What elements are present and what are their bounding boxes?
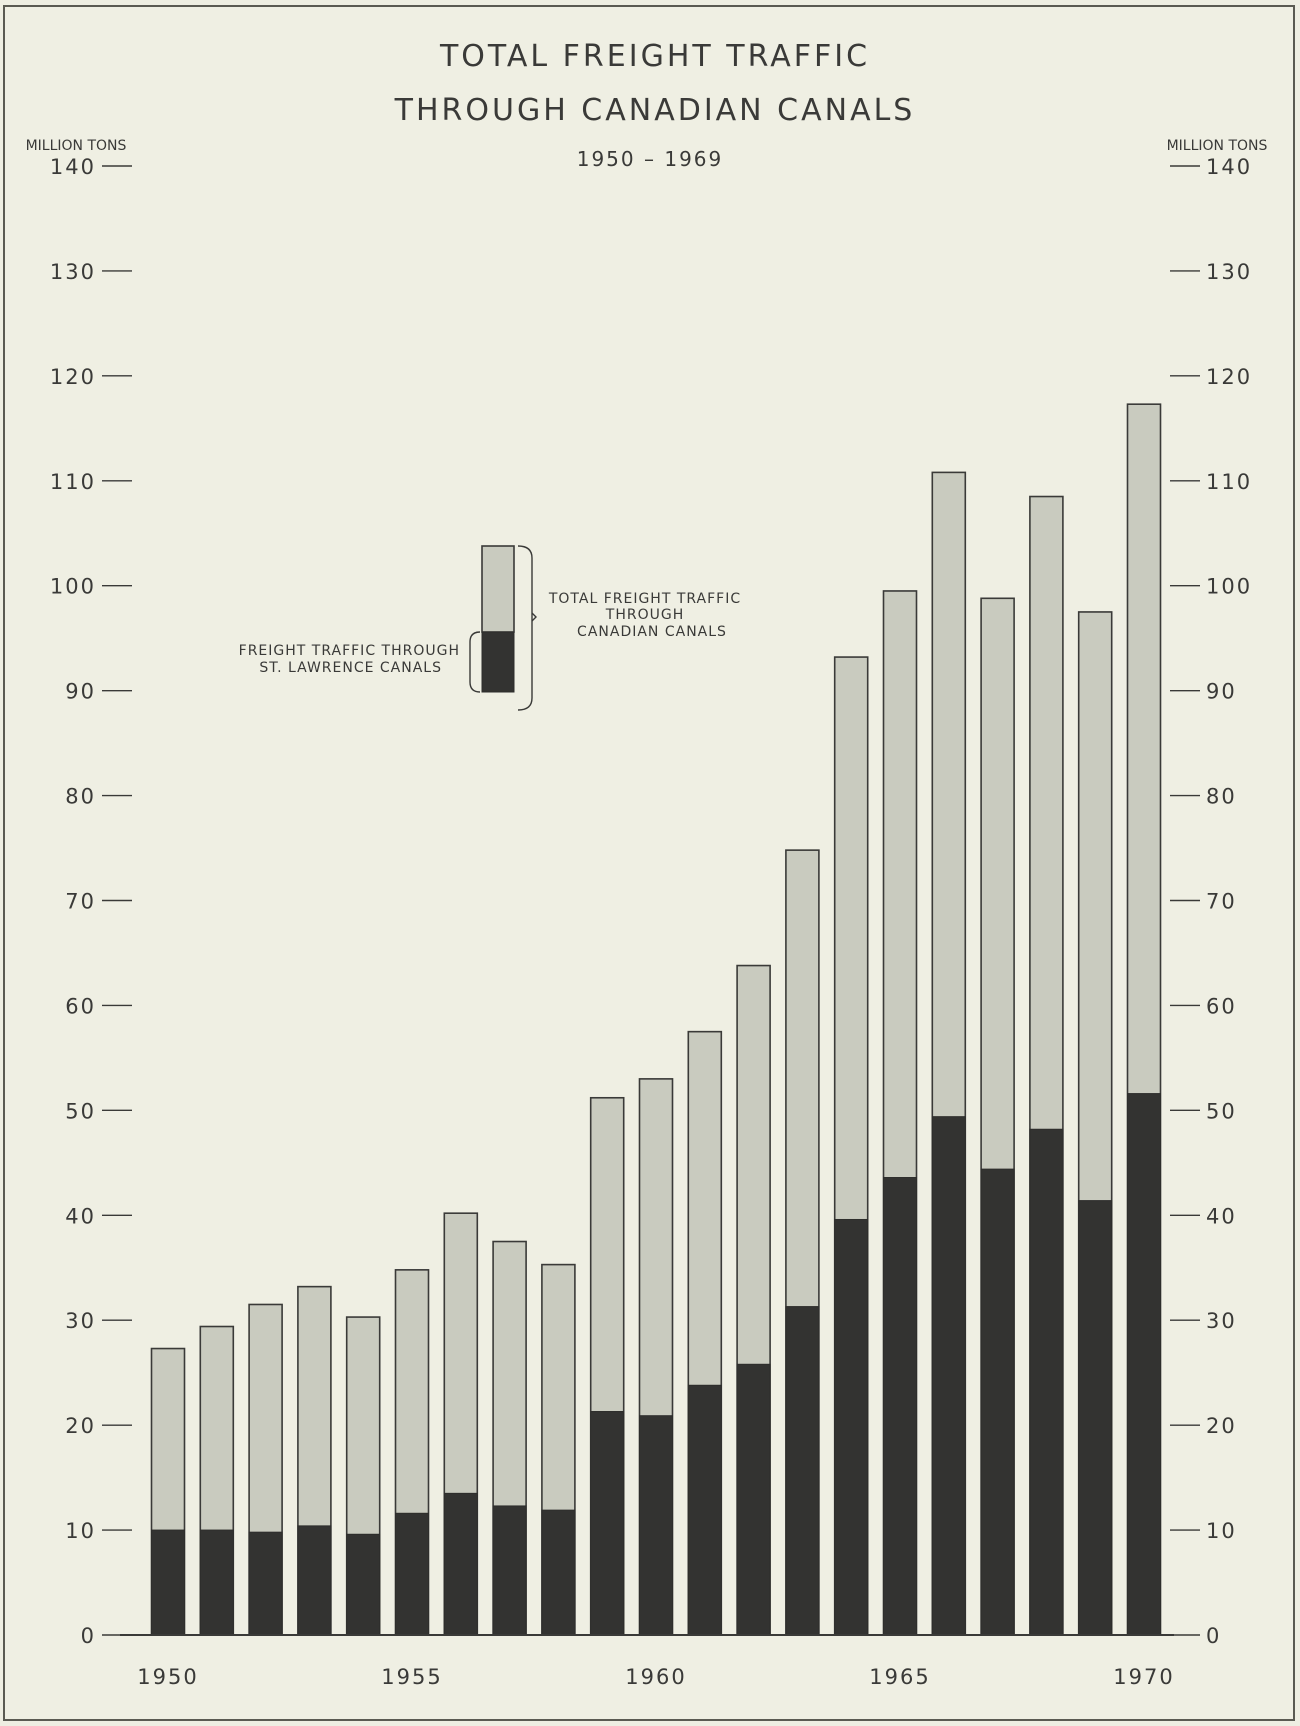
bar-group-1967	[980, 597, 1015, 1636]
bar-group-1966	[931, 471, 967, 1636]
y-tick-label-right: 10	[1206, 1519, 1237, 1543]
y-axis-label-left: MILLION TONS	[26, 138, 127, 154]
bar-st-lawrence-1965	[883, 1177, 917, 1636]
bar-st-lawrence-1950	[151, 1529, 185, 1636]
bar-st-lawrence-1970	[1127, 1093, 1161, 1636]
y-tick-label-right: 50	[1206, 1099, 1237, 1123]
chart-title-line-1: TOTAL FREIGHT TRAFFIC	[439, 39, 870, 74]
y-tick-label-left: 10	[65, 1519, 96, 1543]
y-tick-label-left: 120	[50, 365, 96, 389]
legend: TOTAL FREIGHT TRAFFIC THROUGH CANADIAN C…	[239, 545, 741, 711]
y-tick-label-left: 60	[65, 994, 96, 1018]
bar-st-lawrence-1961	[687, 1384, 722, 1636]
y-tick-label-right: 80	[1206, 785, 1237, 809]
y-tick-label-right: 20	[1206, 1414, 1237, 1438]
y-axis-label-right: MILLION TONS	[1167, 138, 1268, 154]
bar-group-1953	[297, 1285, 332, 1636]
y-tick-label-right: 100	[1206, 575, 1252, 599]
chart-title-line-2: THROUGH CANADIAN CANALS	[394, 93, 916, 128]
legend-label-total-2: THROUGH	[605, 607, 684, 623]
y-tick-label-right: 30	[1206, 1309, 1237, 1333]
bar-group-1961	[687, 1030, 723, 1636]
bar-group-1964	[833, 656, 869, 1636]
y-tick-label-left: 50	[65, 1099, 96, 1123]
bar-group-1955	[394, 1269, 430, 1636]
y-tick-label-left: 40	[65, 1204, 96, 1228]
y-tick-label-right: 60	[1206, 994, 1237, 1018]
y-tick-label-right: 140	[1206, 155, 1252, 179]
y-tick-label-left: 0	[81, 1624, 96, 1648]
legend-label-total-1: TOTAL FREIGHT TRAFFIC	[548, 591, 741, 607]
y-tick-label-left: 110	[50, 470, 96, 494]
legend-brace-total-point	[531, 612, 537, 622]
bar-group-1950	[150, 1347, 186, 1636]
y-tick-label-right: 40	[1206, 1204, 1237, 1228]
x-tick-label-1970: 1970	[1113, 1665, 1174, 1689]
y-tick-label-left: 140	[50, 155, 96, 179]
bar-st-lawrence-1968	[1029, 1128, 1064, 1636]
bar-group-1959	[589, 1096, 625, 1636]
y-tick-label-left: 80	[65, 785, 96, 809]
bar-group-1960	[638, 1078, 674, 1636]
bar-st-lawrence-1954	[346, 1533, 381, 1636]
bar-st-lawrence-1963	[785, 1306, 820, 1636]
x-tick-label-1965: 1965	[869, 1665, 930, 1689]
bar-group-1962	[736, 964, 771, 1636]
bar-st-lawrence-1957	[492, 1505, 527, 1636]
y-tick-label-left: 20	[65, 1414, 96, 1438]
legend-brace-total	[517, 545, 533, 711]
legend-swatch-total	[481, 545, 515, 633]
bar-group-1956	[443, 1212, 479, 1636]
y-tick-label-right: 90	[1206, 680, 1237, 704]
x-axis: 1950 1955 1960 1965 1970	[120, 1634, 1174, 1689]
x-tick-label-1960: 1960	[625, 1665, 686, 1689]
bar-st-lawrence-1964	[834, 1218, 869, 1636]
bar-st-lawrence-1951	[199, 1529, 234, 1636]
y-tick-label-left: 100	[50, 575, 96, 599]
y-tick-label-left: 90	[65, 680, 96, 704]
chart-subtitle: 1950 – 1969	[577, 147, 724, 171]
bar-group-1965	[882, 590, 918, 1636]
legend-label-st-lawrence-1: FREIGHT TRAFFIC THROUGH	[239, 643, 460, 659]
bar-group-1969	[1077, 611, 1113, 1636]
y-tick-label-left: 70	[65, 890, 96, 914]
x-tick-label-1955: 1955	[381, 1665, 442, 1689]
bar-st-lawrence-1962	[736, 1363, 771, 1636]
legend-label-total-3: CANADIAN CANALS	[577, 624, 727, 640]
bar-st-lawrence-1955	[395, 1512, 429, 1636]
bar-st-lawrence-1952	[248, 1531, 283, 1636]
bar-group-1952	[248, 1303, 283, 1636]
bar-st-lawrence-1956	[443, 1492, 478, 1636]
bar-st-lawrence-1958	[541, 1509, 576, 1636]
bar-group-1951	[199, 1325, 235, 1636]
bar-group-1968	[1029, 495, 1064, 1636]
bar-group-1958	[541, 1263, 576, 1636]
legend-brace-st-lawrence	[469, 631, 481, 693]
bar-st-lawrence-1966	[931, 1116, 966, 1636]
bar-st-lawrence-1959	[590, 1411, 625, 1636]
bar-group-1957	[492, 1240, 527, 1636]
y-tick-label-left: 30	[65, 1309, 96, 1333]
y-tick-label-right: 110	[1206, 470, 1252, 494]
bar-st-lawrence-1967	[980, 1168, 1015, 1636]
bar-group-1954	[345, 1316, 381, 1636]
bar-st-lawrence-1960	[639, 1415, 673, 1636]
legend-swatch-st-lawrence	[481, 631, 515, 693]
bar-group-1970	[1126, 403, 1162, 1636]
bar-st-lawrence-1953	[297, 1525, 332, 1636]
legend-label-st-lawrence-2: ST. LAWRENCE CANALS	[259, 660, 442, 676]
y-tick-label-right: 70	[1206, 890, 1237, 914]
bar-st-lawrence-1969	[1078, 1200, 1113, 1636]
x-tick-label-1950: 1950	[137, 1665, 198, 1689]
y-tick-label-right: 130	[1206, 260, 1252, 284]
y-axes: 0 0 10 10 20 20 30 30 40 40 50 50 60 60 70 70 80 80 90 90 10…	[50, 155, 1252, 1648]
y-tick-label-right: 120	[1206, 365, 1252, 389]
y-tick-label-right: 0	[1206, 1624, 1221, 1648]
y-tick-label-left: 130	[50, 260, 96, 284]
bar-group-1963	[785, 849, 820, 1636]
